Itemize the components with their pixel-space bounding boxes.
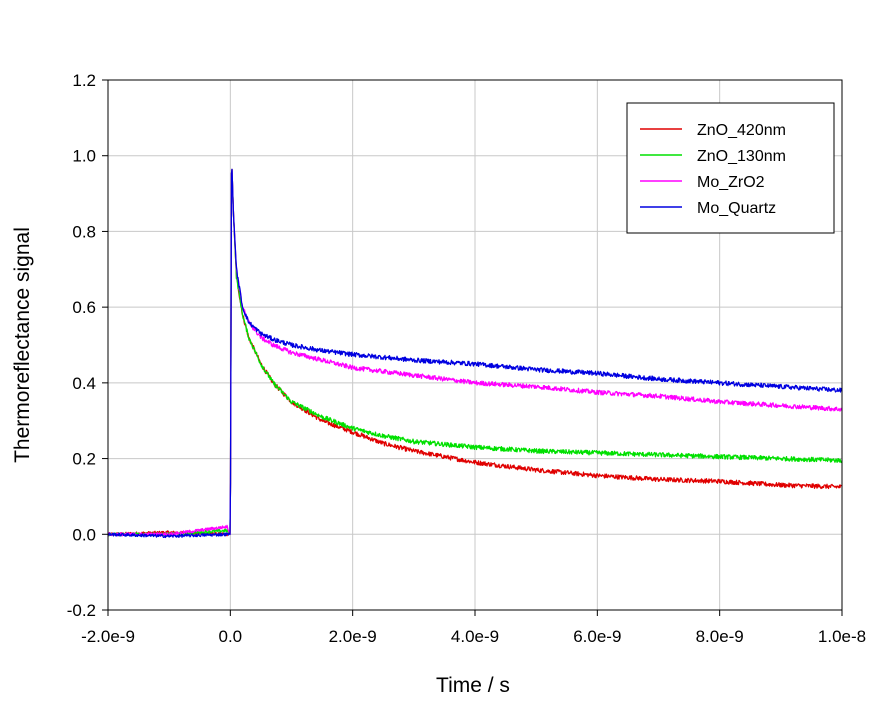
y-tick-label: 1.2 [72,71,96,90]
x-tick-label: 2.0e-9 [329,627,377,646]
x-tick-label: 8.0e-9 [696,627,744,646]
y-tick-label: 0.6 [72,298,96,317]
legend-box [626,102,835,234]
legend-label-mo-zro2: Mo_ZrO2 [697,174,765,191]
y-tick-label: 0.2 [72,450,96,469]
series-layer [108,168,842,539]
y-axis-title: Thermoreflectance signal [11,227,34,463]
legend-label-zno-130nm: ZnO_130nm [697,148,786,165]
legend-label-mo-quartz: Mo_Quartz [697,200,776,217]
legend: ZnO_420nm ZnO_130nm Mo_ZrO2 Mo_Quartz [626,102,835,234]
x-tick-label: 0.0 [219,627,243,646]
x-tick-label: 1.0e-8 [818,627,866,646]
series-line-mo-quartz [108,168,842,539]
x-tick-label: 6.0e-9 [573,627,621,646]
x-tick-label: -2.0e-9 [81,627,135,646]
x-tick-label: 4.0e-9 [451,627,499,646]
y-tick-label: 0.8 [72,222,96,241]
y-tick-label: 1.0 [72,147,96,166]
x-axis-ticks: -2.0e-9 0.0 2.0e-9 4.0e-9 6.0e-9 8.0e-9 1.0e-8 [81,610,866,646]
x-axis-title: Time / s [436,674,510,697]
y-axis-ticks: -0.2 0.0 0.2 0.4 0.6 0.8 1.0 1.2 [67,71,108,620]
y-tick-label: -0.2 [67,601,96,620]
y-tick-label: 0.4 [72,374,96,393]
y-tick-label: 0.0 [72,525,96,544]
legend-label-zno-420nm: ZnO_420nm [697,122,786,139]
